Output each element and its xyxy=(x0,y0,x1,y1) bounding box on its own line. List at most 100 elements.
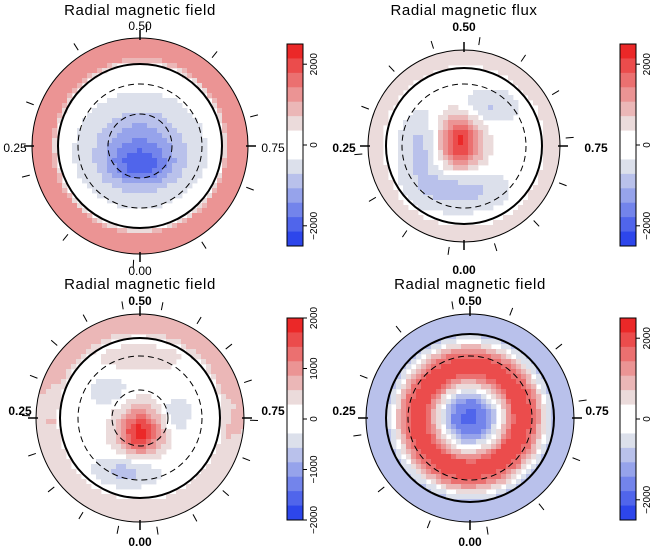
map-cell xyxy=(571,344,574,350)
map-cell xyxy=(518,60,524,66)
map-cell xyxy=(41,339,47,345)
map-cell xyxy=(546,314,552,320)
map-cell xyxy=(161,449,167,455)
map-cell xyxy=(151,449,157,455)
map-cell xyxy=(172,168,178,174)
map-cell xyxy=(481,429,487,435)
map-cell xyxy=(371,314,377,320)
map-cell xyxy=(202,143,208,149)
map-cell xyxy=(478,185,484,191)
map-cell xyxy=(498,200,504,206)
map-cell xyxy=(386,359,392,365)
map-cell xyxy=(42,108,48,114)
map-cell xyxy=(511,384,517,390)
phase-tick xyxy=(50,339,58,346)
map-cell xyxy=(117,98,123,104)
map-cell xyxy=(381,379,387,385)
map-cell xyxy=(82,123,88,129)
map-cell xyxy=(227,253,233,254)
map-cell xyxy=(87,228,93,234)
map-cell xyxy=(491,424,497,430)
map-cell xyxy=(161,419,167,425)
map-cell xyxy=(42,118,48,124)
map-cell xyxy=(237,58,243,64)
map-cell xyxy=(187,173,193,179)
map-cell xyxy=(87,248,93,254)
map-cell xyxy=(423,195,429,201)
colorbar-segment xyxy=(620,58,636,74)
map-cell xyxy=(548,120,554,126)
map-cell xyxy=(67,193,73,199)
map-cell xyxy=(503,65,509,71)
map-cell xyxy=(226,339,232,345)
map-cell xyxy=(67,248,73,254)
map-cell xyxy=(36,369,42,375)
map-cell xyxy=(393,240,399,242)
map-cell xyxy=(126,334,132,340)
map-cell xyxy=(232,48,238,54)
map-cell xyxy=(72,73,78,79)
map-cell xyxy=(201,324,207,330)
map-cell xyxy=(142,133,148,139)
colorbar-segment xyxy=(287,332,303,348)
map-cell xyxy=(122,43,128,49)
map-cell xyxy=(486,349,492,355)
map-cell xyxy=(463,55,469,61)
map-cell xyxy=(131,409,137,415)
map-cell xyxy=(51,439,57,445)
map-cell xyxy=(488,140,494,146)
map-cell xyxy=(181,519,187,522)
map-cell xyxy=(441,379,447,385)
map-cell xyxy=(408,135,414,141)
map-cell xyxy=(162,103,168,109)
map-cell xyxy=(87,233,93,239)
map-cell xyxy=(393,75,399,81)
map-cell xyxy=(112,108,118,114)
map-cell xyxy=(72,198,78,204)
map-cell xyxy=(571,404,574,410)
map-cell xyxy=(172,183,178,189)
map-cell xyxy=(463,150,469,156)
map-cell xyxy=(471,324,477,330)
map-cell xyxy=(436,424,442,430)
map-cell xyxy=(212,193,218,199)
map-cell xyxy=(111,444,117,450)
map-cell xyxy=(468,50,474,56)
map-cell xyxy=(383,225,389,231)
map-cell xyxy=(32,103,38,109)
map-cell xyxy=(206,514,212,520)
map-cell xyxy=(423,115,429,121)
map-cell xyxy=(453,120,459,126)
phase-tick xyxy=(73,43,79,51)
map-cell xyxy=(446,354,452,360)
map-cell xyxy=(553,225,559,231)
map-cell xyxy=(102,118,108,124)
map-cell xyxy=(101,459,107,465)
map-cell xyxy=(511,414,517,420)
map-cell xyxy=(383,230,389,236)
map-cell xyxy=(543,165,549,171)
map-cell xyxy=(396,334,402,340)
map-cell xyxy=(231,439,237,445)
map-cell xyxy=(553,50,559,56)
phase-tick xyxy=(354,153,363,156)
map-cell xyxy=(446,339,452,345)
colorbar-segment xyxy=(287,318,303,333)
phase-tick xyxy=(368,196,377,202)
map-cell xyxy=(191,329,197,335)
map-cell xyxy=(76,349,82,355)
map-cell xyxy=(117,188,123,194)
map-cell xyxy=(127,228,133,234)
map-cell xyxy=(533,190,539,196)
map-cell xyxy=(368,155,374,161)
map-cell xyxy=(481,399,487,405)
map-cell xyxy=(177,183,183,189)
map-cell xyxy=(56,434,62,440)
map-cell xyxy=(556,429,562,435)
map-cell xyxy=(421,324,427,330)
map-cell xyxy=(41,424,47,430)
map-cell xyxy=(217,198,223,204)
map-cell xyxy=(57,38,63,44)
map-cell xyxy=(46,324,52,330)
map-cell xyxy=(52,138,58,144)
